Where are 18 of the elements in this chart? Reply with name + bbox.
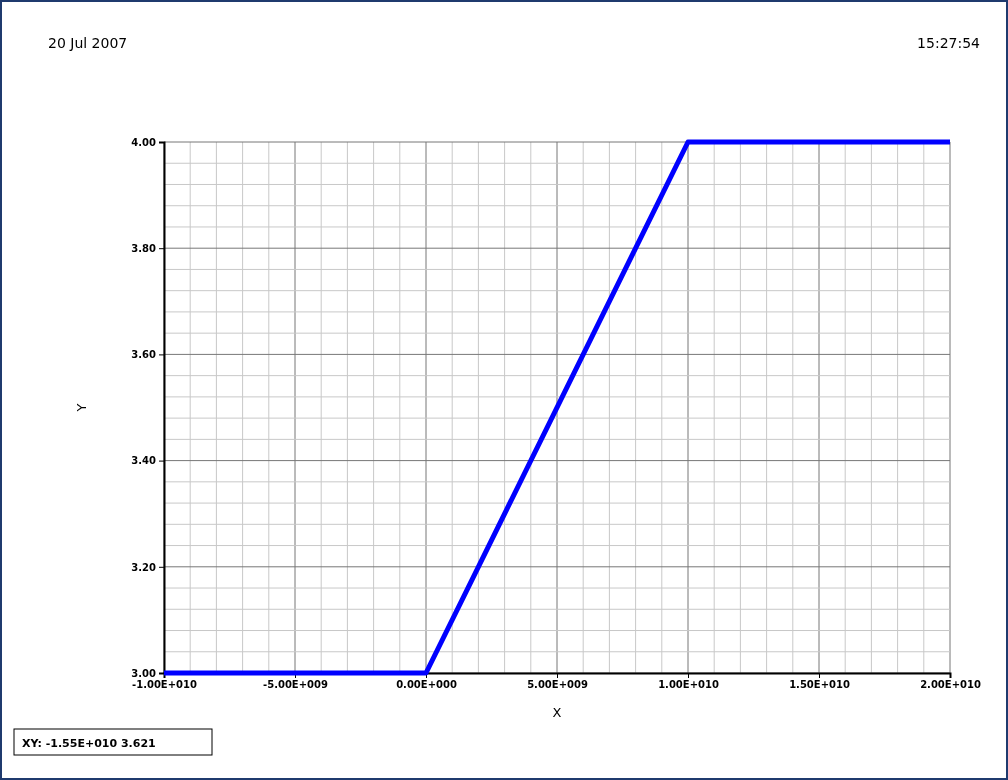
y-tick-label: 3.40: [131, 455, 157, 467]
y-tick-label: 3.60: [131, 349, 157, 361]
text: 20 Jul 2007: [48, 35, 128, 51]
x-tick-label: -5.00E+009: [263, 679, 328, 691]
x-tick-label: 2.00E+010: [920, 679, 981, 691]
x-tick-label: -1.00E+010: [132, 679, 197, 691]
y-tick-label: 3.20: [131, 561, 157, 573]
y-tick-label: 3.00: [131, 667, 157, 679]
text: 15:27:54: [917, 35, 981, 51]
y-axis-title: Y: [74, 403, 89, 413]
text: XY: -1.55E+010 3.621: [22, 737, 156, 750]
x-tick-label: 5.00E+009: [527, 679, 588, 691]
y-tick-label: 4.00: [131, 136, 157, 148]
x-tick-label: 0.00E+000: [396, 679, 457, 691]
y-tick-label: 3.80: [131, 242, 157, 254]
x-axis-title: X: [552, 705, 562, 720]
x-tick-label: 1.50E+010: [789, 679, 850, 691]
x-tick-label: 1.00E+010: [658, 679, 719, 691]
